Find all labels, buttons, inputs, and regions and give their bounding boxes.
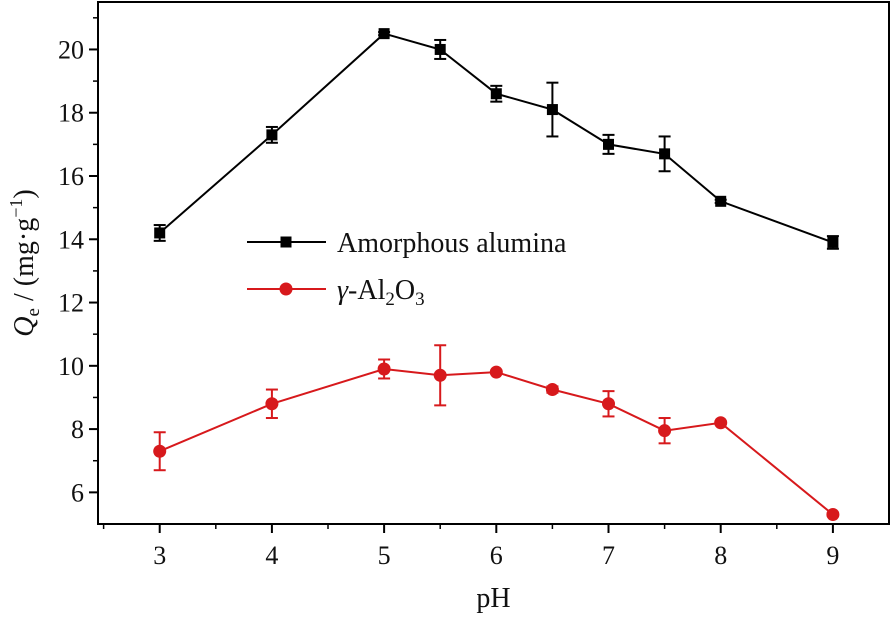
data-point — [827, 236, 839, 248]
legend-gamma-prefix: γ — [337, 275, 349, 306]
data-point — [715, 195, 727, 207]
legend-gamma-o: O — [395, 275, 415, 306]
data-point — [546, 104, 558, 116]
data-point — [266, 129, 278, 141]
series-layer — [153, 28, 840, 522]
data-point — [545, 383, 559, 397]
legend-gamma-al: -Al — [348, 275, 386, 306]
data-point — [826, 508, 840, 522]
series-line — [159, 367, 834, 516]
plot-area-border — [97, 1, 890, 525]
x-tick-label: 9 — [826, 541, 839, 570]
legend-marker-gamma-al2o3 — [279, 282, 293, 296]
data-point — [659, 148, 671, 160]
series-gamma-al2o3 — [153, 344, 840, 522]
y-axis-title-close: ) — [9, 189, 40, 198]
data-point — [489, 365, 503, 379]
y-tick-label: 16 — [58, 162, 84, 191]
data-point — [714, 416, 728, 430]
y-tick-label: 6 — [71, 478, 84, 507]
y-tick-label: 12 — [58, 289, 84, 318]
y-axis-title: Qe / (mg·g−1) — [6, 189, 44, 336]
legend-item-gamma-al2o3: γ-Al2O3 — [247, 275, 425, 310]
x-tick-label: 4 — [265, 541, 278, 570]
legend-label-gamma-al2o3: γ-Al2O3 — [337, 275, 425, 310]
data-point — [154, 227, 166, 239]
y-tick-label: 10 — [58, 352, 84, 381]
data-point — [490, 88, 502, 100]
data-point — [265, 397, 279, 411]
legend-marker-amorphous-alumina — [280, 236, 292, 248]
data-point — [658, 424, 672, 438]
x-axis-ticks: 3 4 5 6 7 8 9 — [102, 524, 839, 570]
x-tick-label: 5 — [378, 541, 391, 570]
legend-gamma-sub1: 2 — [385, 289, 395, 310]
legend: Amorphous alumina γ-Al2O3 — [247, 228, 567, 310]
data-point — [602, 397, 616, 411]
data-point — [433, 368, 447, 382]
y-axis-ticks: 6 8 10 12 14 16 18 20 — [58, 17, 98, 507]
legend-gamma-sub2: 3 — [415, 289, 425, 310]
data-point — [378, 28, 390, 40]
data-point — [603, 138, 615, 150]
x-axis-title: pH — [476, 583, 510, 614]
y-axis-title-symbol: Q — [9, 316, 40, 336]
y-axis-title-superscript: −1 — [6, 199, 26, 218]
series-amorphous-alumina — [153, 28, 839, 250]
legend-item-amorphous-alumina: Amorphous alumina — [247, 228, 567, 259]
y-axis-title-subscript: e — [23, 308, 44, 316]
y-tick-label: 14 — [58, 225, 84, 254]
y-tick-label: 20 — [58, 35, 84, 64]
y-tick-label: 8 — [71, 415, 84, 444]
data-point — [434, 43, 446, 55]
data-point — [377, 362, 391, 376]
x-tick-label: 8 — [714, 541, 727, 570]
plot-frame — [97, 1, 890, 525]
y-tick-label: 18 — [58, 99, 84, 128]
series-line — [159, 32, 834, 244]
x-tick-label: 7 — [602, 541, 615, 570]
data-point — [153, 444, 167, 458]
legend-label-amorphous-alumina: Amorphous alumina — [337, 228, 567, 259]
x-tick-label: 3 — [153, 541, 166, 570]
x-tick-label: 6 — [490, 541, 503, 570]
y-axis-title-unit: / (mg·g — [9, 218, 40, 308]
